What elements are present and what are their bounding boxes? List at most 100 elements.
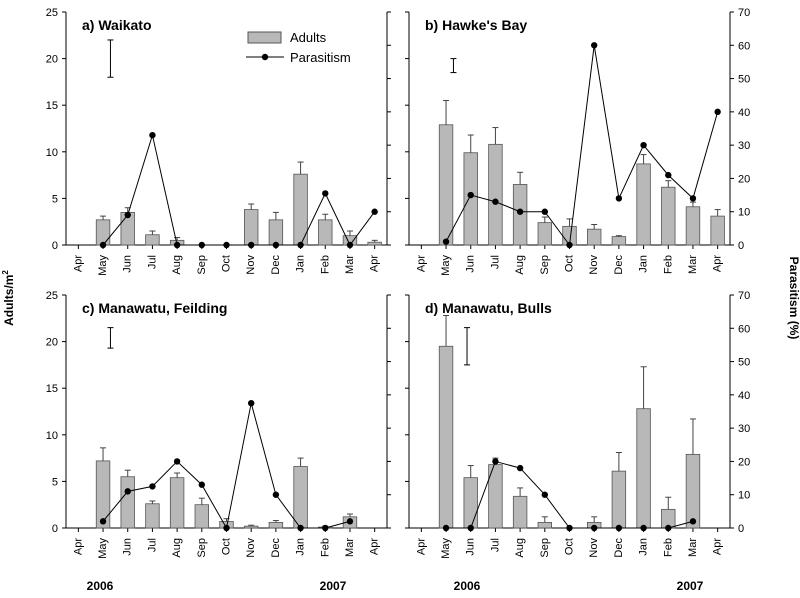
- x-tick-label: Jan: [638, 538, 650, 556]
- parasitism-point: [247, 399, 255, 407]
- adult-bar: [710, 215, 725, 246]
- panel-title: b) Hawke's Bay: [425, 17, 527, 33]
- x-tick-label: Mar: [687, 538, 699, 557]
- y2-tick-label: 60: [738, 40, 750, 52]
- x-tick-label: Jul: [146, 538, 158, 552]
- y-axis-label: Adults/m2: [1, 270, 16, 326]
- x-tick-label: Mar: [344, 255, 356, 274]
- parasitism-point: [272, 491, 280, 498]
- x-tick-label: Sep: [196, 538, 208, 558]
- adult-bar: [244, 209, 259, 246]
- parasitism-point: [124, 211, 131, 219]
- x-tick-label: Nov: [588, 255, 600, 275]
- parasitism-point: [442, 524, 450, 532]
- adult-bar: [661, 186, 676, 246]
- x-tick-label: May: [440, 538, 452, 559]
- parasitism-point: [99, 518, 107, 525]
- panel-title: a) Waikato: [82, 17, 152, 33]
- x-tick-label: Aug: [171, 538, 183, 558]
- panel-4: 0 10 20 30 40 50 60 70 Apr May Jun Jul Aug Sep Oct Nov D…: [405, 290, 750, 559]
- parasitism-point: [467, 191, 474, 199]
- x-tick-label: Dec: [613, 538, 625, 558]
- adult-bar: [611, 470, 627, 529]
- adult-bar: [244, 525, 259, 529]
- adult-bar: [463, 152, 478, 246]
- x-tick-label: Feb: [319, 538, 331, 557]
- parasitism-point: [173, 241, 181, 249]
- adult-bar: [95, 219, 111, 246]
- adult-bar: [438, 345, 454, 529]
- x-tick-label: Oct: [564, 538, 576, 555]
- x-tick-label: Jun: [465, 255, 477, 273]
- x-tick-label: Jun: [465, 538, 477, 556]
- y2-tick-label: 10: [738, 490, 750, 502]
- x-tick-label: Jan: [295, 538, 307, 556]
- x-tick-label: Nov: [245, 255, 257, 275]
- x-tick-label: Dec: [270, 255, 282, 275]
- parasitism-point: [640, 524, 647, 532]
- adult-bar: [268, 219, 284, 246]
- parasitism-line: [446, 460, 694, 529]
- y2-tick-label: 60: [738, 323, 750, 335]
- x-tick-label: Oct: [221, 538, 233, 555]
- parasitism-point: [149, 483, 156, 490]
- parasitism-point: [689, 195, 697, 202]
- year-label-2006: 2006: [87, 579, 114, 593]
- adult-bar: [685, 453, 701, 529]
- parasitism-point: [272, 241, 280, 249]
- parasitism-point: [99, 241, 107, 249]
- y2-axis-label: Parasitism (%): [787, 257, 800, 340]
- y2-tick-label: 0: [738, 240, 744, 252]
- adult-bar: [367, 241, 382, 246]
- y-tick-label: 0: [52, 240, 58, 252]
- y2-tick-label: 0: [738, 523, 744, 535]
- parasitism-point: [615, 524, 623, 532]
- y-tick-label: 10: [46, 147, 58, 159]
- x-tick-label: May: [97, 538, 109, 559]
- y-tick-label: 15: [46, 383, 58, 395]
- year-label-2007-right: 2007: [677, 579, 704, 593]
- y-tick-label: 25: [46, 290, 58, 302]
- parasitism-point: [346, 518, 354, 525]
- parasitism-point: [541, 491, 549, 498]
- parasitism-line: [102, 403, 351, 530]
- adult-bar: [488, 143, 503, 246]
- parasitism-point: [322, 524, 329, 532]
- y2-tick-label: 30: [738, 140, 750, 152]
- parasitism-point: [346, 241, 354, 249]
- x-tick-label: Aug: [514, 255, 526, 275]
- y2-tick-label: 20: [738, 456, 750, 468]
- adult-bar: [537, 522, 552, 529]
- adult-bar: [120, 476, 135, 529]
- y-tick-label: 0: [52, 523, 58, 535]
- x-tick-label: Aug: [171, 255, 183, 275]
- parasitism-point: [198, 481, 206, 488]
- parasitism-point: [223, 524, 230, 532]
- x-tick-label: Apr: [369, 538, 381, 555]
- y2-tick-label: 30: [738, 423, 750, 435]
- parasitism-point: [492, 458, 499, 465]
- parasitism-point: [223, 241, 230, 249]
- x-tick-label: Sep: [196, 255, 208, 275]
- parasitism-point: [297, 524, 304, 532]
- y-tick-label: 20: [46, 337, 58, 349]
- x-tick-label: Oct: [564, 255, 576, 272]
- y2-tick-label: 10: [738, 207, 750, 219]
- parasitism-point: [665, 171, 672, 179]
- parasitism-point: [615, 195, 623, 202]
- y-tick-label: 10: [46, 430, 58, 442]
- y2-tick-label: 70: [738, 7, 750, 19]
- parasitism-point: [516, 464, 524, 472]
- x-tick-label: Feb: [319, 255, 331, 274]
- y-tick-label: 25: [46, 7, 58, 19]
- parasitism-point: [640, 141, 647, 149]
- x-tick-label: Dec: [613, 255, 625, 275]
- parasitism-point: [566, 524, 573, 532]
- y2-tick-label: 50: [738, 357, 750, 369]
- parasitism-point: [124, 488, 131, 495]
- parasitism-point: [492, 198, 499, 205]
- panels: 0 5 10 15 20 25 Apr May Jun Jul Aug Sep Oct Nov Dec Jan…: [46, 7, 751, 559]
- y2-tick-label: 40: [738, 390, 750, 402]
- x-tick-label: Apr: [712, 255, 724, 272]
- parasitism-point: [149, 131, 156, 139]
